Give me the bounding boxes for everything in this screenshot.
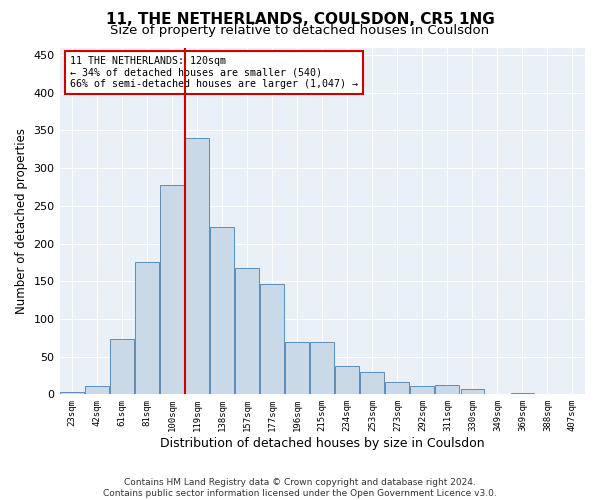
Bar — [260, 284, 284, 395]
Text: Size of property relative to detached houses in Coulsdon: Size of property relative to detached ho… — [110, 24, 490, 37]
Bar — [135, 262, 159, 394]
Y-axis label: Number of detached properties: Number of detached properties — [15, 128, 28, 314]
Bar — [385, 382, 409, 394]
Bar — [286, 342, 309, 394]
Bar — [335, 366, 359, 394]
Bar — [511, 393, 535, 394]
Bar — [310, 342, 334, 394]
Bar — [436, 384, 459, 394]
Text: 11 THE NETHERLANDS: 120sqm
← 34% of detached houses are smaller (540)
66% of sem: 11 THE NETHERLANDS: 120sqm ← 34% of deta… — [70, 56, 358, 90]
Text: 11, THE NETHERLANDS, COULSDON, CR5 1NG: 11, THE NETHERLANDS, COULSDON, CR5 1NG — [106, 12, 494, 28]
Text: Contains HM Land Registry data © Crown copyright and database right 2024.
Contai: Contains HM Land Registry data © Crown c… — [103, 478, 497, 498]
Bar — [410, 386, 434, 394]
X-axis label: Distribution of detached houses by size in Coulsdon: Distribution of detached houses by size … — [160, 437, 485, 450]
Bar — [110, 338, 134, 394]
Bar — [461, 389, 484, 394]
Bar — [185, 138, 209, 394]
Bar — [60, 392, 84, 394]
Bar — [160, 186, 184, 394]
Bar — [235, 268, 259, 394]
Bar — [361, 372, 384, 394]
Bar — [210, 227, 234, 394]
Bar — [85, 386, 109, 394]
